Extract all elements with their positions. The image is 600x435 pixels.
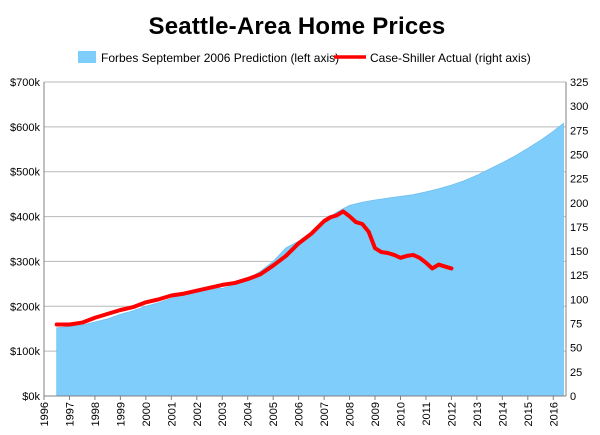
axes [43, 82, 567, 400]
x-tick-label: 2001 [166, 402, 178, 426]
case-shiller-point [220, 283, 224, 287]
right-tick-label: 100 [570, 294, 588, 306]
right-tick-label: 25 [570, 367, 582, 379]
right-tick-label: 200 [570, 198, 588, 210]
left-tick-label: $600k [10, 122, 40, 134]
right-tick-label: 75 [570, 319, 582, 331]
legend-label-actual: Case-Shiller Actual (right axis) [370, 51, 531, 65]
actual-series [54, 209, 454, 327]
right-tick-label: 0 [570, 391, 576, 403]
case-shiller-point [443, 264, 447, 269]
x-tick-label: 1996 [39, 402, 51, 426]
left-tick-label: $300k [10, 256, 40, 268]
case-shiller-point [424, 261, 428, 265]
right-tick-label: 150 [570, 246, 588, 258]
right-tick-label: 325 [570, 77, 588, 89]
forecast-series [56, 122, 564, 397]
case-shiller-point [354, 220, 358, 224]
case-shiller-point [430, 266, 434, 271]
case-shiller-point [411, 253, 415, 257]
right-tick-label: 225 [570, 174, 588, 186]
x-tick-label: 1997 [64, 402, 76, 426]
case-shiller-point [341, 209, 345, 214]
case-shiller-point [405, 254, 409, 258]
case-shiller-point [246, 277, 250, 281]
case-shiller-point [392, 253, 396, 257]
case-shiller-point [195, 289, 199, 293]
case-shiller-point [144, 300, 148, 304]
case-shiller-point [367, 230, 371, 234]
forecast-area [56, 122, 564, 397]
left-tick-label: $0k [22, 391, 40, 403]
x-tick-label: 2009 [370, 402, 382, 426]
chart-title: Seattle-Area Home Prices [149, 13, 446, 40]
case-shiller-point [322, 219, 326, 223]
x-tick-label: 2015 [523, 402, 535, 426]
x-tick-label: 2008 [345, 402, 357, 426]
left-tick-label: $100k [10, 346, 40, 358]
right-tick-label: 50 [570, 343, 582, 355]
x-tick-label: 2002 [192, 402, 204, 426]
x-tick-label: 2016 [548, 402, 560, 426]
legend: Forbes September 2006 Prediction (left a… [78, 51, 531, 65]
x-tick-label: 2006 [294, 402, 306, 426]
x-tick-label: 2011 [421, 402, 433, 426]
case-shiller-point [80, 320, 84, 325]
left-tick-label: $400k [10, 212, 40, 224]
legend-label-forecast: Forbes September 2006 Prediction (left a… [101, 51, 339, 65]
x-tick-label: 2005 [268, 402, 280, 426]
right-tick-label: 275 [570, 125, 588, 137]
case-shiller-point [335, 213, 339, 217]
x-tick-label: 1999 [115, 402, 127, 426]
x-tick-label: 2014 [497, 402, 509, 426]
case-shiller-point [328, 215, 333, 219]
case-shiller-point [449, 266, 454, 271]
legend-swatch-forecast [78, 51, 96, 63]
right-tick-label: 125 [570, 270, 588, 282]
left-tick-label: $700k [10, 77, 40, 89]
case-shiller-point [93, 316, 97, 320]
x-tick-label: 2000 [141, 402, 153, 426]
case-shiller-point [373, 246, 377, 250]
right-tick-label: 175 [570, 222, 588, 234]
right-tick-label: 300 [570, 101, 588, 113]
left-axis-ticks: $0k $100k $200k $300k $400k $500k $600k $700k [10, 77, 40, 403]
x-tick-label: 2004 [243, 402, 255, 426]
x-tick-label: 2003 [217, 402, 229, 426]
case-shiller-point [360, 222, 364, 226]
case-shiller-point [258, 272, 263, 276]
case-shiller-point [182, 291, 186, 296]
case-shiller-point [437, 263, 441, 267]
case-shiller-point [284, 254, 288, 258]
case-shiller-point [347, 214, 352, 218]
case-shiller-point [55, 322, 59, 327]
right-tick-label: 250 [570, 149, 588, 161]
left-tick-label: $500k [10, 167, 40, 179]
case-shiller-point [297, 241, 301, 245]
x-tick-label: 2013 [472, 402, 484, 426]
case-shiller-point [67, 322, 72, 327]
case-shiller-point [379, 250, 383, 254]
case-shiller-point [271, 263, 275, 268]
x-tick-label: 2010 [395, 402, 407, 426]
case-shiller-point [169, 293, 173, 298]
case-shiller-point [233, 281, 237, 285]
left-tick-label: $200k [10, 301, 40, 313]
case-shiller-point [309, 232, 313, 236]
x-axis-ticks: 1996 1997 1998 1999 2000 2001 2002 2003 2004 2005… [39, 402, 560, 426]
case-shiller-point [386, 251, 390, 255]
right-axis-ticks: 0 25 50 75 100 125 150 175 200 225 250 275 300 325 [570, 77, 588, 403]
case-shiller-point [207, 286, 212, 290]
case-shiller-point [417, 256, 422, 260]
case-shiller-point [156, 297, 161, 301]
case-shiller-point [131, 305, 135, 309]
case-shiller-point [398, 256, 403, 260]
case-shiller-point [118, 308, 122, 312]
x-tick-label: 2007 [319, 402, 331, 426]
x-tick-label: 1998 [90, 402, 102, 426]
x-tick-label: 2012 [446, 402, 458, 426]
case-shiller-point [106, 312, 110, 316]
